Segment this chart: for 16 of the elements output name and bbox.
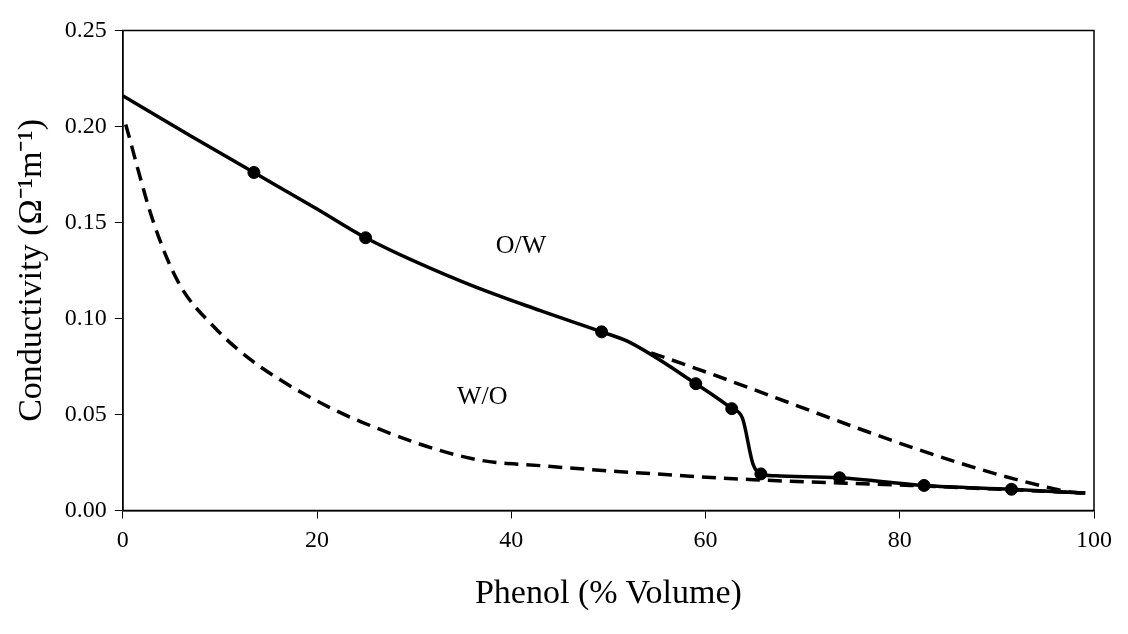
y-tick-label: 0.10 — [64, 303, 107, 330]
y-axis-title: Conductivity (Ω⁻¹m⁻¹) — [11, 118, 50, 422]
y-tick-label: 0.25 — [64, 15, 107, 42]
y-tick-label: 0.20 — [64, 111, 107, 138]
y-tick-label: 0.15 — [64, 207, 107, 234]
x-tick-label: 40 — [499, 526, 524, 553]
x-tick-label: 100 — [1076, 526, 1112, 553]
x-tick-label: 0 — [116, 526, 129, 553]
x-tick-label: 80 — [887, 526, 912, 553]
annotation: O/W — [495, 230, 547, 260]
y-tick-label: 0.00 — [64, 495, 107, 522]
x-tick-label: 60 — [693, 526, 718, 553]
y-tick-label: 0.05 — [64, 399, 107, 426]
x-tick-label: 20 — [305, 526, 330, 553]
annotation: W/O — [456, 381, 508, 411]
x-axis-title: Phenol (% Volume) — [474, 572, 742, 611]
